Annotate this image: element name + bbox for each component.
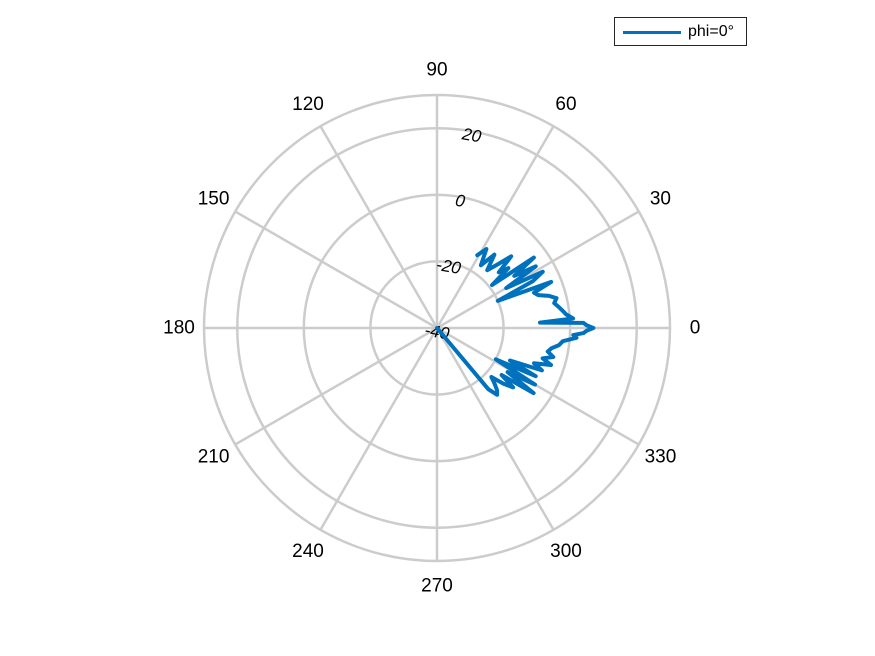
- theta-gridline: [436, 210, 640, 330]
- legend-label: phi=0°: [688, 23, 734, 40]
- theta-tick-label: 30: [650, 189, 671, 210]
- theta-gridline: [435, 327, 555, 531]
- theta-gridline: [319, 327, 439, 531]
- theta-gridline: [234, 210, 438, 330]
- theta-tick-label: 210: [198, 447, 230, 468]
- theta-tick-label: 0: [690, 318, 701, 339]
- r-tick-label: -20: [435, 255, 463, 278]
- theta-tick-label: 240: [292, 541, 324, 562]
- theta-tick-label: 60: [555, 94, 576, 115]
- theta-gridline: [436, 326, 640, 446]
- r-tick-label: 0: [454, 191, 467, 211]
- legend: phi=0°: [614, 17, 747, 46]
- theta-gridline: [435, 125, 555, 329]
- theta-gridline: [319, 125, 439, 329]
- r-tick-label: 20: [460, 124, 483, 146]
- theta-tick-label: 180: [163, 318, 195, 339]
- theta-tick-label: 120: [292, 94, 324, 115]
- theta-tick-label: 150: [198, 189, 230, 210]
- theta-tick-label: 270: [421, 576, 453, 597]
- theta-gridline: [234, 326, 438, 446]
- theta-tick-label: 330: [645, 447, 677, 468]
- series-line: [435, 247, 596, 397]
- theta-tick-label: 300: [550, 541, 582, 562]
- theta-tick-label: 90: [426, 60, 447, 81]
- legend-line-swatch: [623, 31, 681, 34]
